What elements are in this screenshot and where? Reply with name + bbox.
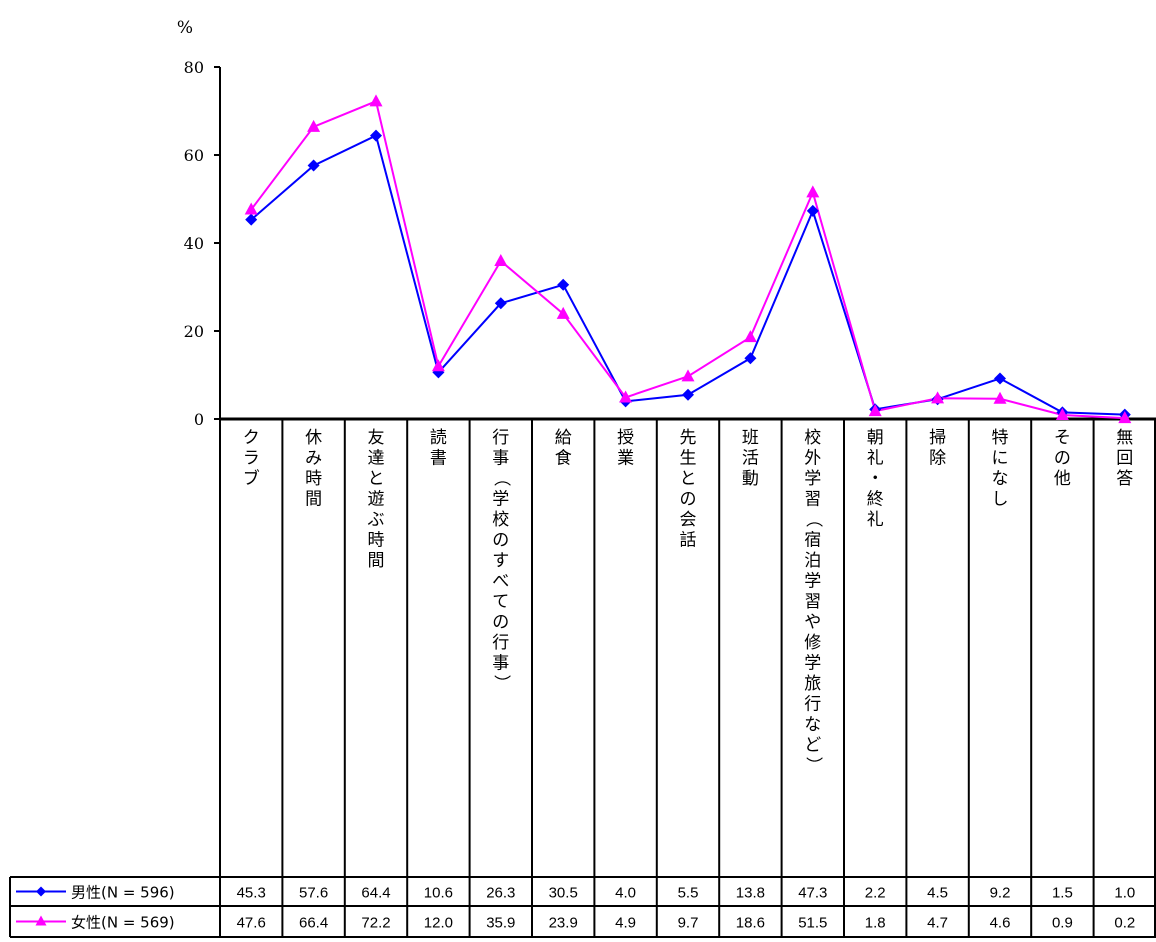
table-cell-value: 10.6 xyxy=(424,885,453,902)
y-axis-unit: % xyxy=(177,18,193,38)
table-cell-value: 30.5 xyxy=(549,885,578,902)
table-cell-value: 9.7 xyxy=(678,915,699,932)
data-point-marker xyxy=(1118,411,1132,424)
category-label: 無回答 xyxy=(1116,428,1133,489)
category-label: クラブ xyxy=(243,428,260,489)
data-point-marker xyxy=(431,359,445,372)
data-point-marker xyxy=(369,94,383,107)
table-cell-value: 1.0 xyxy=(1114,885,1135,902)
category-label: 読書 xyxy=(430,428,447,469)
data-point-marker xyxy=(743,330,757,343)
data-point-marker xyxy=(744,352,757,365)
y-tick-label: 0 xyxy=(194,410,204,429)
category-label: 給食 xyxy=(555,428,572,469)
table-cell-value: 4.6 xyxy=(990,915,1011,932)
table-cell-value: 4.5 xyxy=(927,885,948,902)
table-cell-value: 64.4 xyxy=(361,885,390,902)
data-point-marker xyxy=(868,404,882,417)
table-cell-value: 9.2 xyxy=(990,885,1011,902)
data-point-marker xyxy=(494,254,508,267)
table-cell-value: 66.4 xyxy=(299,915,328,932)
data-point-marker xyxy=(307,119,321,132)
y-tick-label: 40 xyxy=(184,234,204,253)
data-point-marker xyxy=(245,213,258,226)
category-label: 先生との会話 xyxy=(680,428,697,551)
table-cell-value: 1.8 xyxy=(865,915,886,932)
category-label: 特になし xyxy=(992,428,1009,510)
category-label: 休み時間 xyxy=(305,428,322,510)
table-cell-value: 4.0 xyxy=(615,885,636,902)
category-label-glyph: （ xyxy=(491,470,511,487)
data-point-marker xyxy=(244,202,258,215)
category-label: 朝礼・終礼 xyxy=(867,428,884,530)
category-label: 班活動 xyxy=(742,428,759,489)
table-cell-value: 57.6 xyxy=(299,885,328,902)
table-cell-value: 35.9 xyxy=(486,915,515,932)
data-point-marker xyxy=(806,204,819,217)
category-label: 授業 xyxy=(617,428,634,469)
legend-marker xyxy=(35,915,47,926)
y-tick-label: 60 xyxy=(184,146,204,165)
data-point-marker xyxy=(307,159,320,172)
data-point-marker xyxy=(619,390,633,403)
data-point-marker xyxy=(681,369,695,382)
data-point-marker xyxy=(1055,408,1069,421)
category-label-glyph: ） xyxy=(491,675,511,692)
y-tick-label: 20 xyxy=(184,322,204,341)
table-cell-value: 0.9 xyxy=(1052,915,1073,932)
table-cell-value: 4.7 xyxy=(927,915,948,932)
table-cell-value: 72.2 xyxy=(361,915,390,932)
y-axis: 0 20 40 60 80% xyxy=(177,18,221,429)
table-cell-value: 12.0 xyxy=(424,915,453,932)
data-point-marker xyxy=(556,306,570,319)
data-point-marker xyxy=(931,391,945,404)
table-cell-value: 5.5 xyxy=(678,885,699,902)
category-label: 掃除 xyxy=(929,428,946,469)
table-cell-value: 51.5 xyxy=(798,915,827,932)
category-label-glyph: （ xyxy=(803,511,823,528)
data-point-marker xyxy=(994,372,1006,385)
category-label: その他 xyxy=(1054,428,1071,489)
category-label: 行事（学校のすべての行事） xyxy=(492,428,509,694)
table-cell-value: 47.3 xyxy=(798,885,827,902)
table-cell-value: 18.6 xyxy=(736,915,765,932)
table-cell-value: 4.9 xyxy=(615,915,636,932)
data-point-marker xyxy=(682,388,694,401)
category-labels: クラブ休み時間友達と遊ぶ時間読書行事（学校のすべての行事）（）給食授業先生との会… xyxy=(243,428,1134,776)
category-label: 友達と遊ぶ時間 xyxy=(368,428,385,571)
table-cell-value: 13.8 xyxy=(736,885,765,902)
category-grid xyxy=(219,417,1156,937)
category-label-glyph: ） xyxy=(803,757,823,774)
legend-label: 女性(N = 569) xyxy=(71,914,175,932)
legend-marker xyxy=(36,886,46,897)
table-cell-value: 45.3 xyxy=(237,885,266,902)
table-cell-value: 0.2 xyxy=(1114,915,1135,932)
table-cell-value: 23.9 xyxy=(549,915,578,932)
data-point-marker xyxy=(494,297,507,310)
table-cell-value: 47.6 xyxy=(237,915,266,932)
data-point-marker xyxy=(806,185,820,198)
y-tick-label: 80 xyxy=(184,58,204,77)
data-table: 男性(N = 596) 45.3 57.6 64.4 10.6 26.3 30.5 4.0 5.… xyxy=(9,419,1156,938)
table-cell-value: 2.2 xyxy=(865,885,886,902)
table-cell-value: 26.3 xyxy=(486,885,515,902)
series-layer xyxy=(244,94,1132,424)
category-label: 校外学習（宿泊学習や修学旅行など） xyxy=(804,428,821,776)
data-point-marker xyxy=(370,129,382,142)
data-point-marker xyxy=(557,278,570,291)
legend-label: 男性(N = 596) xyxy=(71,884,175,902)
data-point-marker xyxy=(993,391,1007,404)
table-cell-value: 1.5 xyxy=(1052,885,1073,902)
